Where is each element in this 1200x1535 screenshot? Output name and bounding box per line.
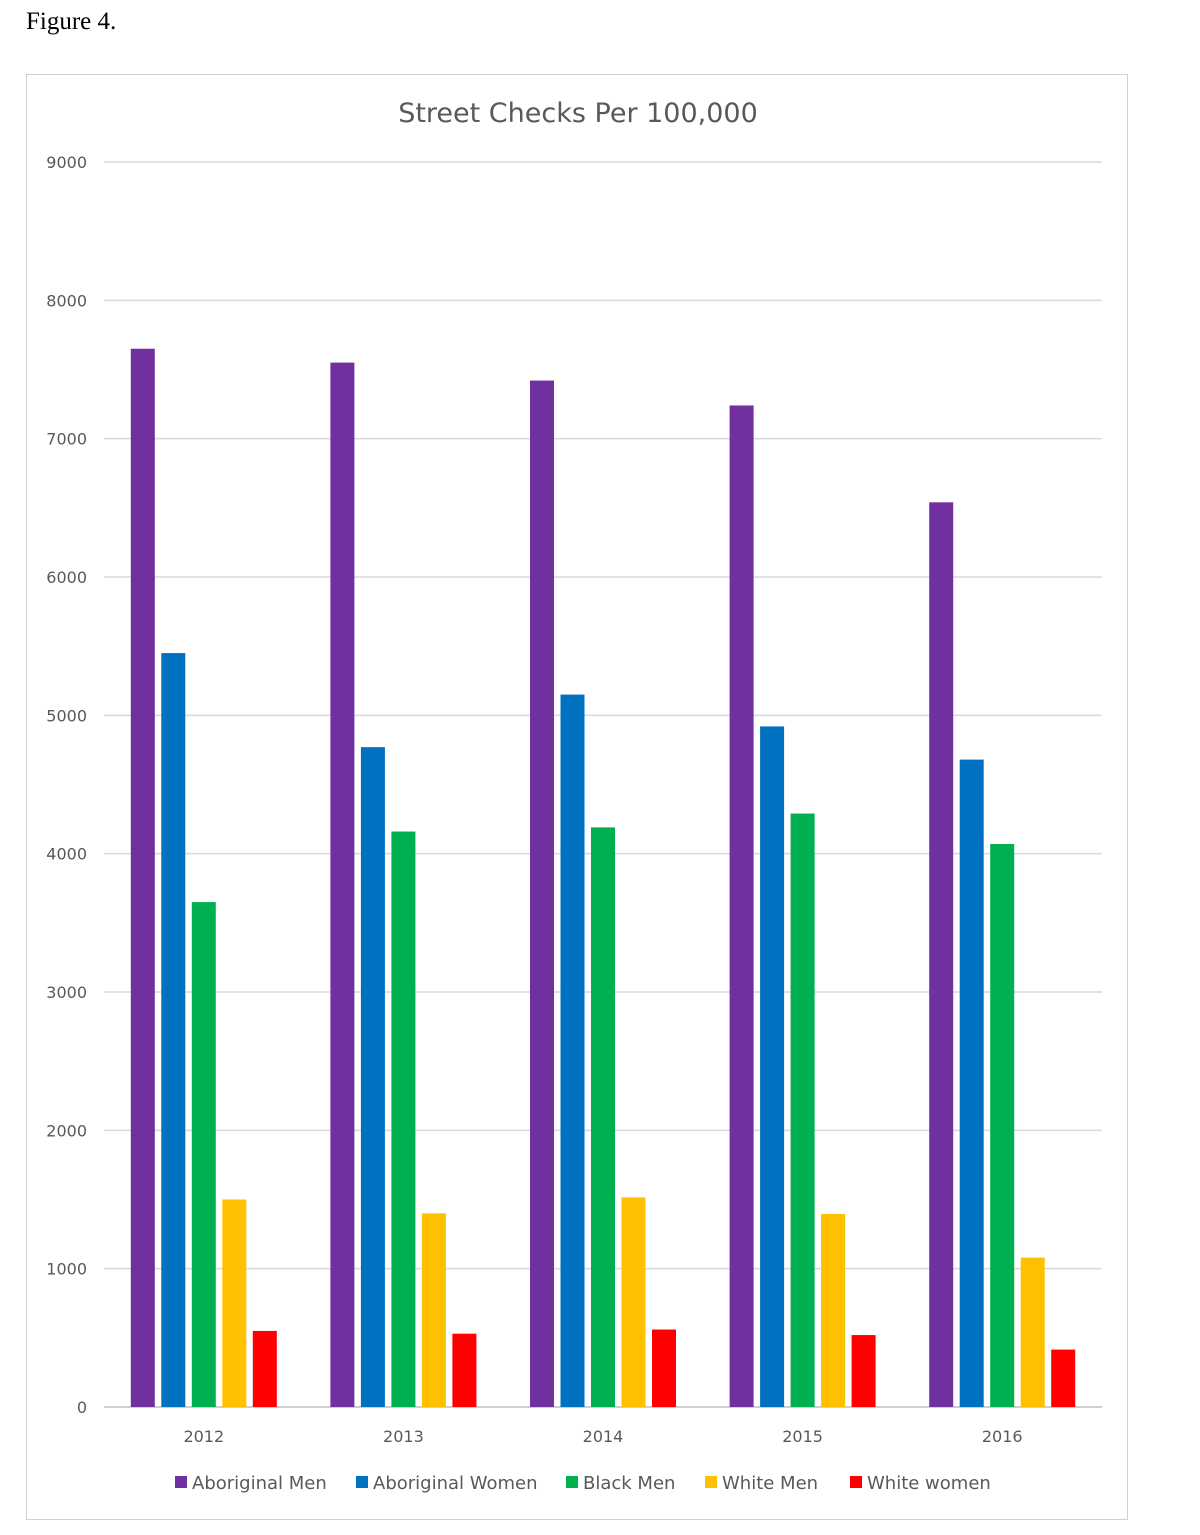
y-tick-label: 7000 bbox=[46, 430, 87, 449]
chart-frame bbox=[26, 74, 1128, 1520]
figure-label: Figure 4. bbox=[26, 8, 117, 35]
legend-swatch bbox=[566, 1476, 578, 1488]
bar-white-women-2016 bbox=[1051, 1349, 1076, 1407]
bar-aboriginal-women-2015 bbox=[760, 726, 785, 1407]
bar-white-men-2015 bbox=[821, 1214, 846, 1407]
x-tick-label: 2012 bbox=[183, 1427, 224, 1446]
bar-black-men-2014 bbox=[591, 827, 615, 1407]
bar-black-men-2012 bbox=[191, 902, 216, 1407]
bar-black-men-2016 bbox=[990, 843, 1015, 1407]
legend-swatch bbox=[850, 1476, 862, 1488]
legend-swatch bbox=[356, 1476, 368, 1488]
bar-white-men-2014 bbox=[621, 1197, 646, 1407]
bar-black-men-2013 bbox=[391, 831, 416, 1407]
legend-item-white-men: White Men bbox=[705, 1473, 818, 1494]
bar-aboriginal-men-2015 bbox=[729, 405, 754, 1407]
legend-swatch bbox=[175, 1476, 187, 1488]
legend-label: Aboriginal Men bbox=[192, 1473, 327, 1494]
bar-aboriginal-men-2016 bbox=[929, 502, 954, 1407]
bar-white-men-2012 bbox=[222, 1199, 247, 1407]
legend-label: Black Men bbox=[583, 1473, 675, 1494]
y-tick-label: 2000 bbox=[46, 1121, 87, 1140]
legend-item-aboriginal-men: Aboriginal Men bbox=[175, 1473, 327, 1494]
bar-aboriginal-women-2013 bbox=[360, 747, 385, 1407]
legend-label: White women bbox=[867, 1473, 991, 1494]
y-tick-label: 3000 bbox=[46, 983, 87, 1002]
legend-item-black-men: Black Men bbox=[566, 1473, 675, 1494]
legend-swatch bbox=[705, 1476, 717, 1488]
bar-aboriginal-men-2013 bbox=[330, 362, 355, 1407]
x-tick-label: 2016 bbox=[982, 1427, 1023, 1446]
x-tick-label: 2015 bbox=[782, 1427, 823, 1446]
bar-white-women-2014 bbox=[652, 1329, 676, 1407]
chart-title: Street Checks Per 100,000 bbox=[398, 98, 758, 129]
y-tick-label: 8000 bbox=[46, 291, 87, 310]
bar-white-men-2016 bbox=[1020, 1257, 1045, 1407]
legend-item-white-women: White women bbox=[850, 1473, 991, 1494]
x-tick-label: 2013 bbox=[383, 1427, 424, 1446]
y-axis-tick-labels: 0 1000 2000 3000 4000 5000 6000 7000 8000 9000 bbox=[46, 153, 87, 1417]
y-tick-label: 4000 bbox=[46, 845, 87, 864]
bar-aboriginal-women-2012 bbox=[161, 653, 186, 1407]
bar-aboriginal-women-2014 bbox=[560, 694, 585, 1407]
bar-white-women-2015 bbox=[851, 1335, 876, 1407]
bar-white-women-2012 bbox=[252, 1330, 277, 1407]
y-tick-label: 6000 bbox=[46, 568, 87, 587]
y-tick-label: 5000 bbox=[46, 706, 87, 725]
x-axis-tick-labels: 2012 2013 2014 2015 2016 bbox=[183, 1427, 1022, 1446]
legend-label: Aboriginal Women bbox=[373, 1473, 538, 1494]
bar-aboriginal-women-2016 bbox=[959, 759, 984, 1407]
x-tick-label: 2014 bbox=[583, 1427, 624, 1446]
legend: Aboriginal Men Aboriginal Women Black Men W… bbox=[175, 1473, 991, 1494]
bar-white-men-2013 bbox=[421, 1213, 446, 1407]
bar-aboriginal-men-2014 bbox=[530, 380, 554, 1408]
y-tick-label: 0 bbox=[77, 1398, 87, 1417]
bar-aboriginal-men-2012 bbox=[130, 348, 155, 1407]
bar-white-women-2013 bbox=[452, 1333, 477, 1407]
bars bbox=[130, 348, 1076, 1408]
bar-black-men-2015 bbox=[790, 813, 815, 1407]
y-tick-label: 9000 bbox=[46, 153, 87, 172]
y-tick-label: 1000 bbox=[46, 1260, 87, 1279]
legend-item-aboriginal-women: Aboriginal Women bbox=[356, 1473, 538, 1494]
legend-label: White Men bbox=[722, 1473, 818, 1494]
